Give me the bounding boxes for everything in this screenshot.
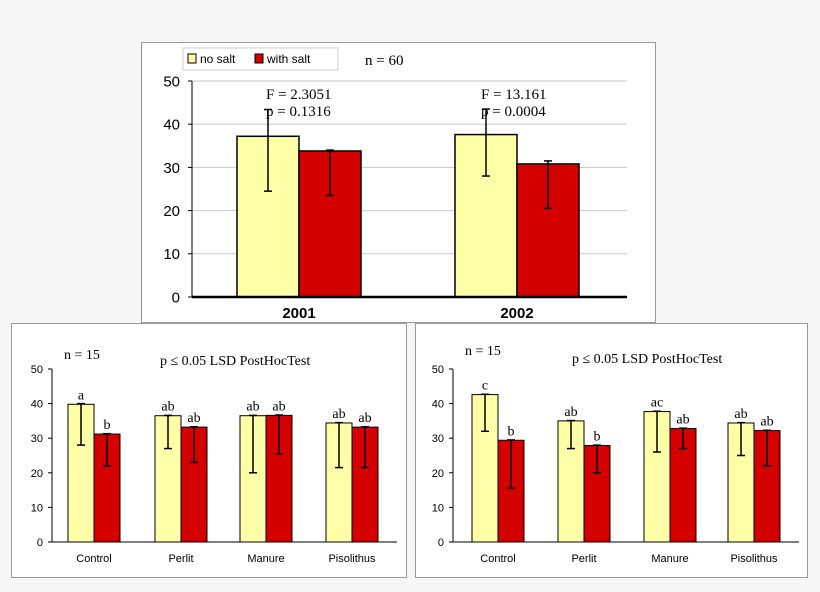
y-tick-label: 50	[31, 364, 43, 376]
y-tick-label: 50	[163, 73, 180, 90]
significance-letter: ab	[358, 411, 371, 426]
significance-letter: b	[104, 418, 111, 433]
significance-letter: a	[78, 388, 85, 403]
y-tick-label: 0	[37, 537, 43, 549]
category-label: 2001	[282, 305, 315, 322]
significance-letter: ab	[246, 400, 259, 415]
y-tick-label: 10	[163, 246, 180, 263]
category-label: Perlit	[571, 553, 596, 565]
significance-letter: ab	[161, 400, 174, 415]
category-label: Control	[76, 553, 111, 565]
y-tick-label: 50	[432, 364, 444, 376]
y-tick-label: 20	[432, 468, 444, 480]
test-label: p ≤ 0.05 LSD PostHocTest	[572, 352, 722, 367]
legend-label-with-salt: with salt	[266, 52, 311, 66]
significance-letter: ab	[332, 407, 345, 422]
y-tick-label: 0	[172, 289, 180, 306]
test-label: p ≤ 0.05 LSD PostHocTest	[160, 354, 310, 369]
significance-letter: b	[594, 429, 601, 444]
chart-legend: no salt with salt	[182, 47, 339, 71]
y-tick-label: 20	[31, 468, 43, 480]
sample-size-label: n = 15	[64, 348, 100, 363]
stat-f-2001: F = 2.3051	[266, 87, 332, 103]
category-label: Control	[480, 553, 515, 565]
significance-letter: ab	[272, 399, 285, 414]
yearly-bar-chart: no salt with salt n = 60 F = 2.3051 p = …	[163, 47, 627, 322]
y-tick-label: 30	[432, 433, 444, 445]
y-tick-label: 10	[31, 502, 43, 514]
significance-letter: ab	[734, 407, 747, 422]
category-label: 2002	[500, 305, 533, 322]
significance-letter: ab	[760, 415, 773, 430]
sample-size-label: n = 60	[365, 53, 403, 69]
stat-f-2002: F = 13.161	[481, 87, 547, 103]
significance-letter: ab	[564, 405, 577, 420]
y-tick-label: 10	[432, 502, 444, 514]
significance-letter: ab	[676, 413, 689, 428]
category-label: Perlit	[168, 553, 193, 565]
yearly-chart-panel: no salt with salt n = 60 F = 2.3051 p = …	[141, 42, 656, 323]
legend-swatch-no-salt	[187, 53, 197, 64]
category-label: Pisolithus	[730, 553, 778, 565]
significance-letter: b	[508, 424, 515, 439]
y-tick-label: 20	[163, 203, 180, 220]
significance-letter: ac	[651, 396, 663, 411]
stat-p-2001: p = 0.1316	[266, 104, 331, 120]
treatment-chart-panel-left: n = 15 p ≤ 0.05 LSD PostHocTest a b ab ab ab…	[11, 323, 407, 578]
legend-swatch-with-salt	[254, 53, 264, 64]
treatment-bar-chart-right: n = 15 p ≤ 0.05 LSD PostHocTest cbabbaca…	[432, 344, 799, 565]
y-tick-label: 30	[163, 160, 180, 177]
y-tick-label: 0	[438, 537, 444, 549]
significance-letter: ab	[187, 411, 200, 426]
category-label: Pisolithus	[328, 553, 376, 565]
treatment-bar-chart-left: n = 15 p ≤ 0.05 LSD PostHocTest abababab…	[31, 348, 397, 565]
y-tick-label: 40	[163, 117, 180, 134]
category-label: Manure	[651, 553, 688, 565]
significance-letter: c	[482, 379, 488, 394]
legend-label-no-salt: no salt	[200, 52, 236, 66]
stat-p-2002: p = 0.0004	[481, 104, 546, 120]
y-tick-label: 40	[432, 399, 444, 411]
category-label: Manure	[247, 553, 284, 565]
y-tick-label: 40	[31, 399, 43, 411]
treatment-chart-panel-right: n = 15 p ≤ 0.05 LSD PostHocTest c b ab b ac a…	[415, 323, 808, 578]
sample-size-label: n = 15	[465, 344, 501, 359]
y-tick-label: 30	[31, 433, 43, 445]
